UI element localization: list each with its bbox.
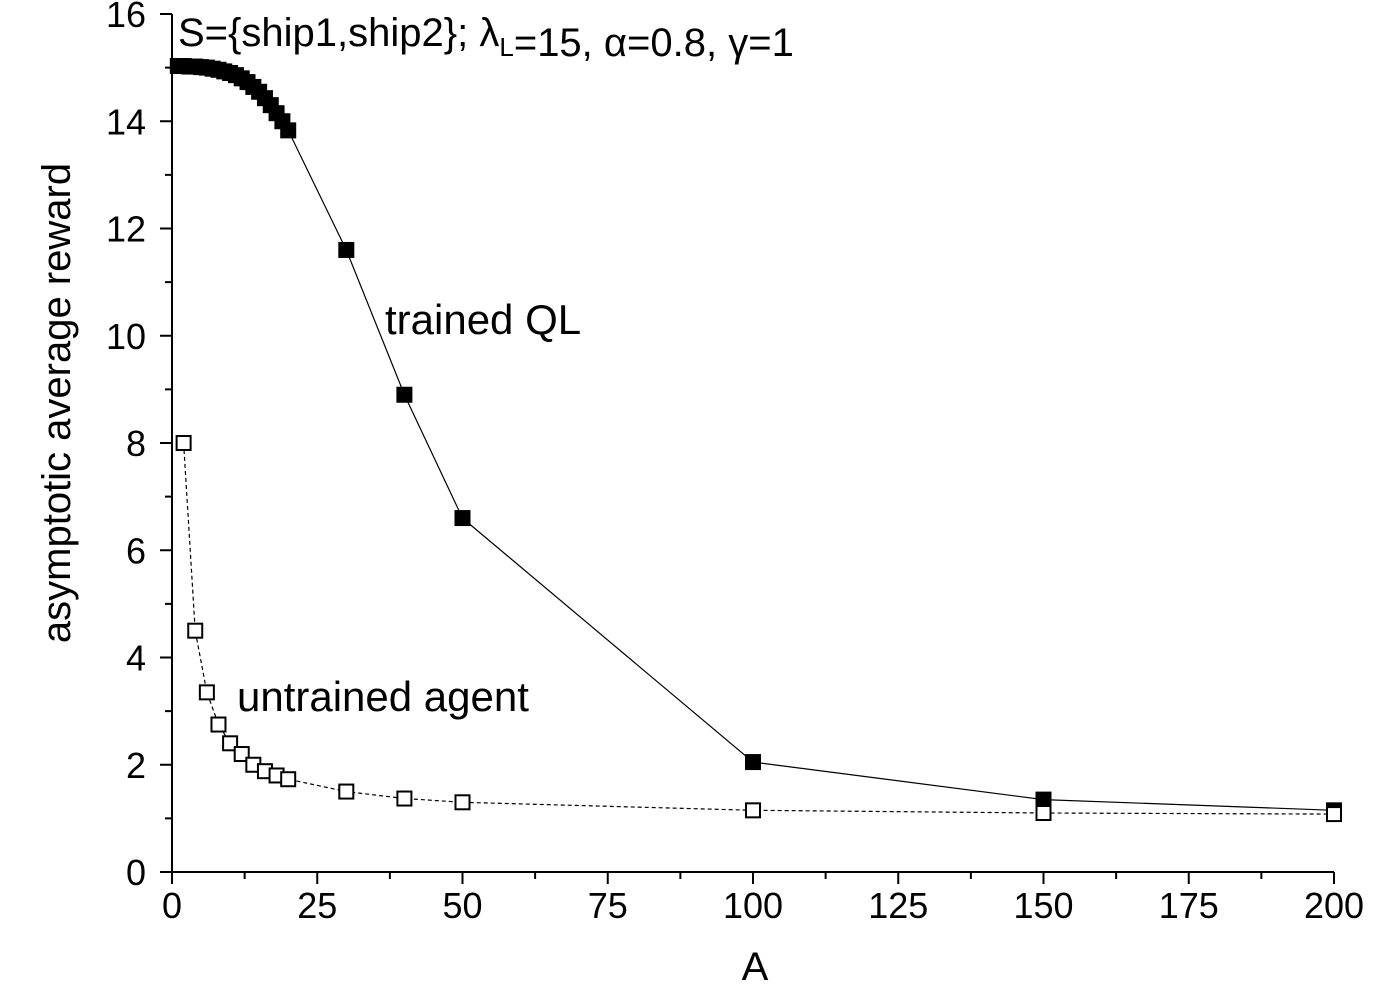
data-point — [1326, 806, 1342, 823]
series-annotation: untrained agent — [237, 673, 529, 720]
data-point — [280, 122, 297, 139]
data-point — [175, 435, 192, 451]
data-point — [222, 735, 239, 752]
data-point — [396, 386, 413, 403]
y-tick-label: 0 — [126, 852, 146, 893]
x-tick-label: 50 — [442, 885, 482, 926]
data-point — [210, 716, 227, 733]
x-tick-label: 150 — [1013, 885, 1073, 926]
x-tick-label: 200 — [1304, 885, 1364, 926]
title-part: =1 — [748, 21, 794, 65]
data-point — [745, 754, 761, 771]
x-tick-label: 100 — [723, 885, 783, 926]
y-tick-label: 14 — [106, 101, 146, 142]
data-point — [198, 684, 215, 701]
title-part: λ — [479, 11, 499, 55]
title-part: =0.8, — [627, 21, 728, 65]
title-part: γ — [728, 21, 748, 65]
y-tick-label: 2 — [126, 745, 146, 786]
title-part: S={ship1,ship2}; — [178, 11, 479, 55]
data-point — [233, 746, 250, 763]
labels-layer: 0 25 50 75 100 125 150 175 200 0 2 4 6 8 10 12 14 16 Aasym… — [35, 0, 1364, 989]
data-point — [454, 510, 471, 527]
data-point — [745, 802, 761, 819]
data-point — [396, 790, 413, 807]
data-point — [454, 794, 471, 811]
x-axis-title: A — [742, 945, 769, 989]
axes — [160, 13, 1335, 884]
series-1 — [175, 435, 1342, 823]
title-part: α — [604, 21, 627, 65]
data-point — [280, 771, 297, 788]
x-tick-label: 125 — [868, 885, 928, 926]
series-annotation: trained QL — [385, 296, 581, 343]
y-tick-label: 6 — [126, 530, 146, 571]
y-tick-label: 10 — [106, 316, 146, 357]
x-tick-label: 75 — [588, 885, 628, 926]
y-tick-label: 12 — [106, 209, 146, 250]
y-axis-title: asymptotic average reward — [35, 163, 79, 643]
data-point — [187, 622, 204, 639]
series-0 — [169, 58, 1342, 819]
data-point — [1035, 791, 1052, 808]
x-tick-label: 25 — [297, 885, 337, 926]
data-point — [338, 783, 355, 800]
y-tick-label: 4 — [126, 638, 146, 679]
y-tick-label: 16 — [106, 0, 146, 35]
data-point — [338, 241, 355, 258]
data-point — [1035, 805, 1052, 822]
x-tick-label: 175 — [1159, 885, 1219, 926]
chart-title: S={ship1,ship2}; λL=15, α=0.8, γ=1 — [178, 11, 794, 65]
title-part: =15, — [514, 21, 604, 65]
x-tick-label: 0 — [162, 885, 182, 926]
title-subscript: L — [499, 32, 513, 62]
series-layer — [169, 58, 1342, 823]
y-tick-label: 8 — [126, 423, 146, 464]
